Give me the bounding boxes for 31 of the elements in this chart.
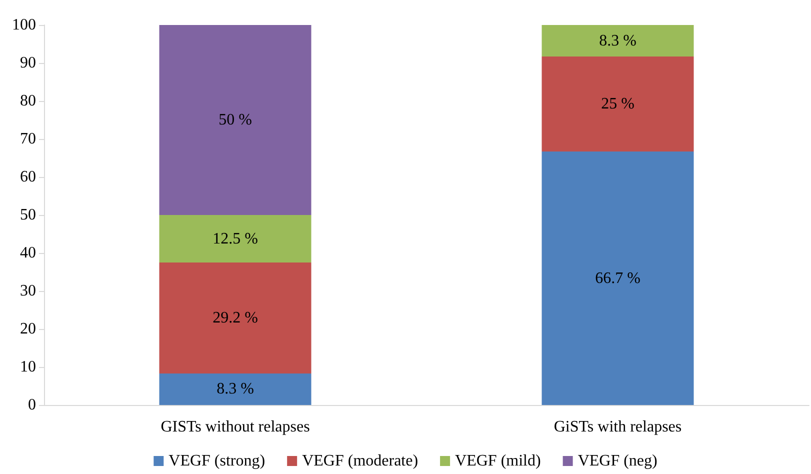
bar <box>159 25 312 215</box>
data-label: 66.7 % <box>595 270 640 287</box>
y-tick-label: 90 <box>20 54 36 72</box>
y-tick-label: 40 <box>20 244 36 262</box>
y-tick-label: 60 <box>20 168 36 186</box>
data-label: 8.3 % <box>599 32 636 50</box>
legend-label: VEGF (mild) <box>455 452 541 470</box>
legend-label: VEGF (neg) <box>578 452 658 470</box>
bar <box>542 152 694 405</box>
data-label: 50 % <box>218 112 252 128</box>
y-tick-label: 0 <box>28 396 36 414</box>
y-tick-label: 30 <box>20 282 36 300</box>
y-tick-label: 10 <box>20 358 36 376</box>
data-label: 29.2 % <box>212 309 258 326</box>
y-tick-label: 80 <box>20 92 36 110</box>
x-tick-label: GiSTs with relapses <box>554 418 682 436</box>
legend-label: VEGF (strong) <box>168 452 266 470</box>
data-label: 8.3 % <box>216 380 254 398</box>
y-tick-label: 20 <box>20 320 36 338</box>
bar <box>159 215 312 262</box>
x-tick-label: GISTs without relapses <box>160 418 310 436</box>
bar <box>542 56 694 152</box>
bar <box>542 25 694 57</box>
y-tick-label: 100 <box>12 16 36 34</box>
data-label: 12.5 % <box>212 230 258 248</box>
data-label: 25 % <box>601 96 634 113</box>
bar <box>159 373 312 405</box>
y-tick-label: 70 <box>20 130 36 148</box>
bar <box>159 262 312 374</box>
y-tick-label: 50 <box>20 206 36 224</box>
legend-label: VEGF (moderate) <box>302 452 418 470</box>
